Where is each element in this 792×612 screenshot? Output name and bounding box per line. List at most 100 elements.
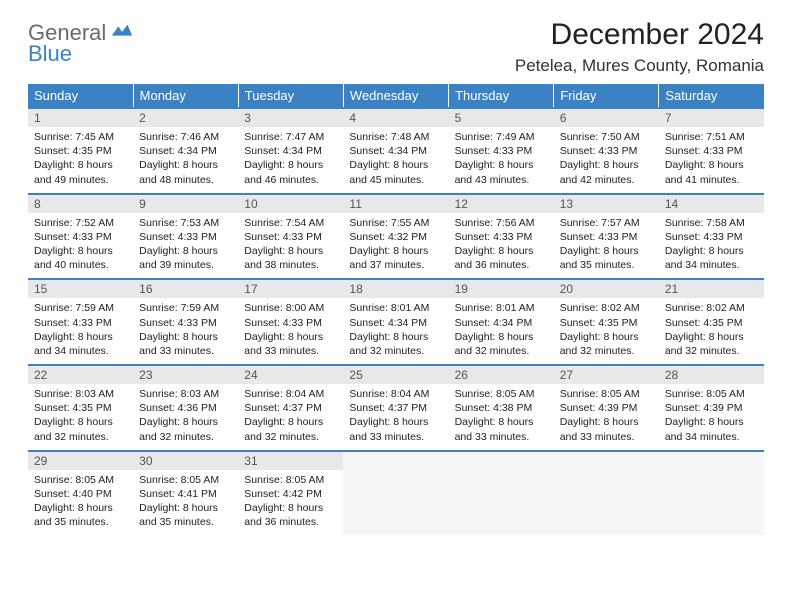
calendar-cell: 23Sunrise: 8:03 AMSunset: 4:36 PMDayligh… bbox=[133, 365, 238, 451]
day-details: Sunrise: 7:59 AMSunset: 4:33 PMDaylight:… bbox=[28, 298, 133, 364]
day-number: 30 bbox=[133, 452, 238, 470]
day-details: Sunrise: 7:47 AMSunset: 4:34 PMDaylight:… bbox=[238, 127, 343, 193]
calendar-header-row: SundayMondayTuesdayWednesdayThursdayFrid… bbox=[28, 84, 764, 108]
day-number: 8 bbox=[28, 195, 133, 213]
weekday-header: Wednesday bbox=[343, 84, 448, 108]
day-number: 10 bbox=[238, 195, 343, 213]
day-number: 7 bbox=[659, 109, 764, 127]
day-number: 1 bbox=[28, 109, 133, 127]
calendar-cell: 3Sunrise: 7:47 AMSunset: 4:34 PMDaylight… bbox=[238, 108, 343, 194]
day-details: Sunrise: 8:04 AMSunset: 4:37 PMDaylight:… bbox=[343, 384, 448, 450]
header: General Blue December 2024 Petelea, Mure… bbox=[28, 18, 764, 76]
day-details: Sunrise: 7:55 AMSunset: 4:32 PMDaylight:… bbox=[343, 213, 448, 279]
day-number: 5 bbox=[449, 109, 554, 127]
day-details: Sunrise: 8:05 AMSunset: 4:38 PMDaylight:… bbox=[449, 384, 554, 450]
logo: General Blue bbox=[28, 22, 133, 65]
logo-wave-icon bbox=[111, 22, 133, 40]
calendar-cell: 25Sunrise: 8:04 AMSunset: 4:37 PMDayligh… bbox=[343, 365, 448, 451]
calendar-cell: 27Sunrise: 8:05 AMSunset: 4:39 PMDayligh… bbox=[554, 365, 659, 451]
day-number: 31 bbox=[238, 452, 343, 470]
calendar-cell: 15Sunrise: 7:59 AMSunset: 4:33 PMDayligh… bbox=[28, 279, 133, 365]
day-details: Sunrise: 7:48 AMSunset: 4:34 PMDaylight:… bbox=[343, 127, 448, 193]
calendar-cell: 10Sunrise: 7:54 AMSunset: 4:33 PMDayligh… bbox=[238, 194, 343, 280]
day-number: 27 bbox=[554, 366, 659, 384]
location: Petelea, Mures County, Romania bbox=[515, 56, 764, 76]
day-number: 17 bbox=[238, 280, 343, 298]
day-number: 16 bbox=[133, 280, 238, 298]
day-number: 3 bbox=[238, 109, 343, 127]
day-number: 24 bbox=[238, 366, 343, 384]
calendar-cell: 11Sunrise: 7:55 AMSunset: 4:32 PMDayligh… bbox=[343, 194, 448, 280]
day-number: 25 bbox=[343, 366, 448, 384]
day-number: 15 bbox=[28, 280, 133, 298]
day-number: 22 bbox=[28, 366, 133, 384]
day-details: Sunrise: 8:02 AMSunset: 4:35 PMDaylight:… bbox=[659, 298, 764, 364]
calendar-page: General Blue December 2024 Petelea, Mure… bbox=[0, 0, 792, 553]
calendar-cell: 24Sunrise: 8:04 AMSunset: 4:37 PMDayligh… bbox=[238, 365, 343, 451]
day-number: 26 bbox=[449, 366, 554, 384]
calendar-cell: 12Sunrise: 7:56 AMSunset: 4:33 PMDayligh… bbox=[449, 194, 554, 280]
calendar-cell: 30Sunrise: 8:05 AMSunset: 4:41 PMDayligh… bbox=[133, 451, 238, 536]
day-details: Sunrise: 8:05 AMSunset: 4:42 PMDaylight:… bbox=[238, 470, 343, 536]
day-number: 4 bbox=[343, 109, 448, 127]
day-details: Sunrise: 8:05 AMSunset: 4:39 PMDaylight:… bbox=[659, 384, 764, 450]
day-details: Sunrise: 7:52 AMSunset: 4:33 PMDaylight:… bbox=[28, 213, 133, 279]
calendar-cell: .. bbox=[343, 451, 448, 536]
day-details: Sunrise: 8:03 AMSunset: 4:35 PMDaylight:… bbox=[28, 384, 133, 450]
day-number: 11 bbox=[343, 195, 448, 213]
calendar-cell: 17Sunrise: 8:00 AMSunset: 4:33 PMDayligh… bbox=[238, 279, 343, 365]
calendar-cell: 22Sunrise: 8:03 AMSunset: 4:35 PMDayligh… bbox=[28, 365, 133, 451]
calendar-cell: 16Sunrise: 7:59 AMSunset: 4:33 PMDayligh… bbox=[133, 279, 238, 365]
weekday-header: Monday bbox=[133, 84, 238, 108]
logo-text-block: General Blue bbox=[28, 22, 133, 65]
day-number: 19 bbox=[449, 280, 554, 298]
calendar-cell: 13Sunrise: 7:57 AMSunset: 4:33 PMDayligh… bbox=[554, 194, 659, 280]
day-details: Sunrise: 8:01 AMSunset: 4:34 PMDaylight:… bbox=[343, 298, 448, 364]
day-details: Sunrise: 7:51 AMSunset: 4:33 PMDaylight:… bbox=[659, 127, 764, 193]
month-title: December 2024 bbox=[515, 18, 764, 52]
day-details: Sunrise: 7:45 AMSunset: 4:35 PMDaylight:… bbox=[28, 127, 133, 193]
day-details: Sunrise: 8:05 AMSunset: 4:41 PMDaylight:… bbox=[133, 470, 238, 536]
day-details: Sunrise: 7:59 AMSunset: 4:33 PMDaylight:… bbox=[133, 298, 238, 364]
day-number: 18 bbox=[343, 280, 448, 298]
calendar-cell: .. bbox=[449, 451, 554, 536]
calendar-cell: 19Sunrise: 8:01 AMSunset: 4:34 PMDayligh… bbox=[449, 279, 554, 365]
weekday-header: Sunday bbox=[28, 84, 133, 108]
calendar-cell: 14Sunrise: 7:58 AMSunset: 4:33 PMDayligh… bbox=[659, 194, 764, 280]
day-number: 9 bbox=[133, 195, 238, 213]
calendar-cell: .. bbox=[659, 451, 764, 536]
day-details: Sunrise: 8:01 AMSunset: 4:34 PMDaylight:… bbox=[449, 298, 554, 364]
calendar-cell: 7Sunrise: 7:51 AMSunset: 4:33 PMDaylight… bbox=[659, 108, 764, 194]
day-details: Sunrise: 7:50 AMSunset: 4:33 PMDaylight:… bbox=[554, 127, 659, 193]
calendar-cell: 31Sunrise: 8:05 AMSunset: 4:42 PMDayligh… bbox=[238, 451, 343, 536]
weekday-header: Tuesday bbox=[238, 84, 343, 108]
day-number: 13 bbox=[554, 195, 659, 213]
day-details: Sunrise: 7:58 AMSunset: 4:33 PMDaylight:… bbox=[659, 213, 764, 279]
day-details: Sunrise: 8:05 AMSunset: 4:40 PMDaylight:… bbox=[28, 470, 133, 536]
calendar-cell: 4Sunrise: 7:48 AMSunset: 4:34 PMDaylight… bbox=[343, 108, 448, 194]
day-details: Sunrise: 8:04 AMSunset: 4:37 PMDaylight:… bbox=[238, 384, 343, 450]
day-details: Sunrise: 8:03 AMSunset: 4:36 PMDaylight:… bbox=[133, 384, 238, 450]
calendar-cell: 29Sunrise: 8:05 AMSunset: 4:40 PMDayligh… bbox=[28, 451, 133, 536]
calendar-cell: 20Sunrise: 8:02 AMSunset: 4:35 PMDayligh… bbox=[554, 279, 659, 365]
day-number: 23 bbox=[133, 366, 238, 384]
day-number: 28 bbox=[659, 366, 764, 384]
calendar-cell: 28Sunrise: 8:05 AMSunset: 4:39 PMDayligh… bbox=[659, 365, 764, 451]
day-details: Sunrise: 7:53 AMSunset: 4:33 PMDaylight:… bbox=[133, 213, 238, 279]
day-details: Sunrise: 7:49 AMSunset: 4:33 PMDaylight:… bbox=[449, 127, 554, 193]
day-number: 6 bbox=[554, 109, 659, 127]
day-number: 29 bbox=[28, 452, 133, 470]
weekday-header: Friday bbox=[554, 84, 659, 108]
calendar-cell: 26Sunrise: 8:05 AMSunset: 4:38 PMDayligh… bbox=[449, 365, 554, 451]
weekday-header: Saturday bbox=[659, 84, 764, 108]
day-details: Sunrise: 7:54 AMSunset: 4:33 PMDaylight:… bbox=[238, 213, 343, 279]
logo-blue: Blue bbox=[28, 43, 133, 65]
day-details: Sunrise: 7:46 AMSunset: 4:34 PMDaylight:… bbox=[133, 127, 238, 193]
day-number: 21 bbox=[659, 280, 764, 298]
calendar-cell: 18Sunrise: 8:01 AMSunset: 4:34 PMDayligh… bbox=[343, 279, 448, 365]
calendar-cell: 6Sunrise: 7:50 AMSunset: 4:33 PMDaylight… bbox=[554, 108, 659, 194]
title-block: December 2024 Petelea, Mures County, Rom… bbox=[515, 18, 764, 76]
calendar-body: 1Sunrise: 7:45 AMSunset: 4:35 PMDaylight… bbox=[28, 108, 764, 535]
calendar-cell: 9Sunrise: 7:53 AMSunset: 4:33 PMDaylight… bbox=[133, 194, 238, 280]
calendar-cell: 21Sunrise: 8:02 AMSunset: 4:35 PMDayligh… bbox=[659, 279, 764, 365]
